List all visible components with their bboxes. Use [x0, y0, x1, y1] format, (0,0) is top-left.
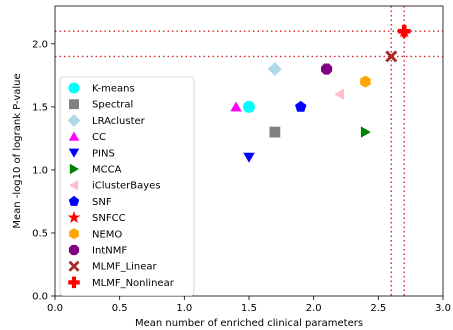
legend-marker: [68, 244, 80, 256]
legend-label: SNF: [92, 197, 112, 208]
legend-box: [59, 76, 195, 297]
data-point: [321, 63, 333, 75]
x-tick-label: 0.5: [112, 303, 128, 314]
legend-marker: [68, 260, 80, 272]
data-point: [360, 75, 371, 88]
legend-marker: [68, 276, 80, 289]
x-tick-label: 2.5: [370, 303, 386, 314]
legend-marker: [68, 131, 80, 141]
data-point: [334, 88, 345, 100]
legend-label: IntNMF: [92, 246, 127, 257]
legend-label: NEMO: [92, 229, 122, 240]
legend-marker: [67, 211, 81, 223]
legend-marker: [69, 228, 79, 240]
data-point: [295, 100, 307, 112]
y-axis-label: Mean -log10 of logrank P-value: [12, 73, 23, 228]
data-point: [397, 24, 411, 38]
legend-label: CC: [92, 132, 106, 143]
legend-label: SNFCC: [92, 213, 126, 224]
legend-label: PINS: [92, 148, 115, 159]
data-point: [360, 126, 371, 138]
data-point: [243, 152, 255, 163]
legend-marker: [68, 148, 80, 158]
legend-marker: [67, 114, 81, 127]
y-tick-label: 1.0: [32, 165, 48, 176]
x-tick-label: 1.0: [176, 303, 192, 314]
legend: K-means Spectral LRAcluster CC PINS MCCA iClus…: [59, 76, 195, 297]
legend-label: iClusterBayes: [92, 181, 161, 192]
legend-label: MCCA: [92, 165, 122, 176]
legend-label: LRAcluster: [92, 116, 146, 127]
y-tick-label: 2.0: [32, 39, 48, 50]
legend-marker: [69, 163, 79, 175]
y-tick-label: 0.5: [32, 228, 48, 239]
legend-marker: [69, 179, 79, 191]
data-point: [269, 126, 281, 138]
y-tick-label: 1.5: [32, 102, 48, 113]
legend-label: Spectral: [92, 100, 133, 111]
data-point: [243, 100, 255, 113]
data-point: [385, 50, 398, 63]
reference-lines: [55, 6, 443, 296]
x-tick-label: 3.0: [435, 303, 451, 314]
legend-marker: [69, 99, 79, 110]
legend-label: MLMF_Linear: [92, 262, 158, 273]
legend-label: MLMF_Nonlinear: [92, 278, 175, 289]
x-tick-label: 0.0: [47, 303, 63, 314]
legend-marker: [68, 82, 80, 94]
data-point: [267, 62, 282, 76]
data-points: [230, 24, 412, 163]
x-tick-label: 1.5: [241, 303, 257, 314]
data-point: [230, 101, 242, 112]
y-tick-label: 0.0: [32, 292, 48, 303]
legend-label: K-means: [92, 84, 135, 95]
x-tick-label: 2.0: [306, 303, 322, 314]
x-axis-label: Mean number of enriched clinical paramet…: [135, 318, 363, 329]
legend-marker: [68, 195, 80, 206]
axes: 0.0 0.5 1.0 1.5 2.0 2.5 3.0 0.0 0.5 1.0 1.5 2.0: [32, 5, 451, 314]
